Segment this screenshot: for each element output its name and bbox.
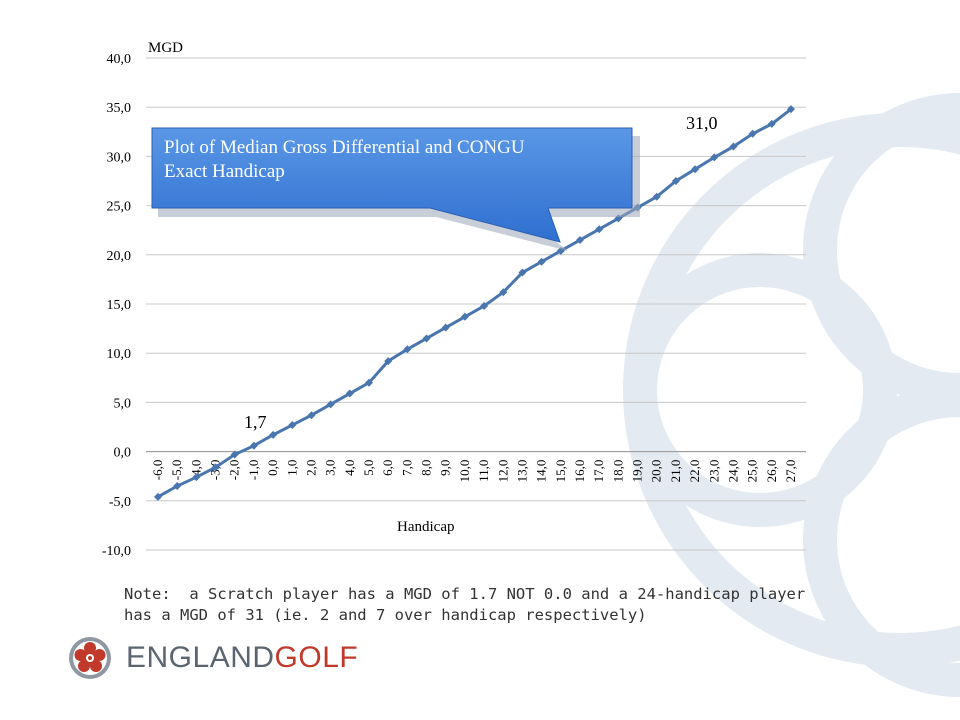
- x-tick-label: 12,0: [495, 460, 510, 483]
- data-point: [499, 288, 508, 297]
- x-tick-label: -2,0: [227, 460, 242, 481]
- data-point: [576, 236, 584, 245]
- x-tick-label: 4,0: [342, 460, 357, 476]
- y-tick-label: 15,0: [107, 298, 132, 313]
- data-point: [269, 430, 278, 439]
- y-tick-label: 0,0: [114, 446, 132, 461]
- data-points: [154, 105, 795, 501]
- x-tick-label: 26,0: [764, 460, 779, 483]
- x-tick-label: 8,0: [419, 460, 434, 476]
- data-point: [518, 268, 527, 277]
- x-tick-label: 9,0: [438, 460, 453, 476]
- y-tick-label: 25,0: [107, 200, 132, 215]
- data-point: [767, 119, 776, 128]
- x-tick-label: 6,0: [380, 460, 395, 476]
- annotation-label: 1,7: [244, 412, 267, 432]
- brand-part-2: GOLF: [274, 641, 359, 674]
- x-tick-label: 10,0: [457, 460, 472, 483]
- data-point: [691, 165, 700, 174]
- y-axis-ticks: -10,0 -5,0 0,0 5,0 10,0 15,0 20,0 25,0 30,0 35,0 4…: [102, 52, 131, 559]
- x-tick-label: 2,0: [303, 460, 318, 476]
- y-tick-label: 10,0: [107, 347, 132, 362]
- x-tick-label: 0,0: [265, 460, 280, 476]
- x-tick-label: 7,0: [399, 460, 414, 476]
- y-tick-label: 5,0: [114, 396, 132, 411]
- data-point: [480, 301, 489, 310]
- x-tick-label: 16,0: [572, 460, 587, 483]
- x-tick-label: -5,0: [169, 460, 184, 481]
- brand-wordmark: ENGLANDGOLF: [126, 641, 358, 675]
- data-point: [748, 129, 757, 138]
- data-point: [288, 421, 297, 430]
- x-tick-label: 18,0: [610, 460, 625, 483]
- data-point: [729, 142, 738, 151]
- data-point: [307, 411, 316, 420]
- x-tick-label: 20,0: [649, 460, 664, 483]
- callout-line-1: Plot of Median Gross Differential and CO…: [164, 137, 525, 158]
- data-point: [326, 400, 335, 409]
- data-point: [787, 105, 795, 114]
- x-axis-ticks: -6,0-5,0-4,0-3,0-2,0-1,00,01,02,03,04,05…: [150, 460, 798, 483]
- x-tick-label: 15,0: [553, 460, 568, 483]
- data-point: [345, 389, 354, 398]
- data-point: [595, 225, 604, 234]
- data-point: [422, 334, 431, 343]
- data-point: [537, 257, 546, 266]
- brand-part-1: ENGLAND: [126, 641, 275, 674]
- y-tick-label: 35,0: [107, 101, 132, 116]
- x-tick-label: 21,0: [668, 460, 683, 483]
- x-axis-title: Handicap: [397, 519, 454, 535]
- data-point: [460, 312, 469, 321]
- x-tick-label: 14,0: [534, 460, 549, 483]
- data-point: [441, 323, 450, 332]
- y-tick-label: 20,0: [107, 249, 132, 264]
- brand-logo: ENGLANDGOLF: [68, 634, 358, 682]
- annotation-label: 31,0: [686, 113, 718, 133]
- data-point: [173, 482, 182, 491]
- x-tick-label: 5,0: [361, 460, 376, 476]
- data-point: [249, 441, 258, 450]
- x-tick-label: 19,0: [630, 460, 645, 483]
- x-tick-label: 23,0: [706, 460, 721, 483]
- data-point: [652, 192, 661, 201]
- x-tick-label: 13,0: [514, 460, 529, 483]
- callout-box: [151, 127, 633, 243]
- y-tick-label: 40,0: [107, 52, 132, 67]
- data-point: [710, 153, 719, 162]
- y-tick-label: -10,0: [102, 544, 131, 559]
- x-tick-label: 24,0: [725, 460, 740, 483]
- data-point: [671, 177, 680, 185]
- data-point: [154, 492, 162, 501]
- y-axis-title: MGD: [148, 40, 183, 56]
- x-tick-label: 1,0: [284, 460, 299, 476]
- x-tick-label: 17,0: [591, 460, 606, 483]
- y-tick-label: 30,0: [107, 150, 132, 165]
- callout-text: Plot of Median Gross Differential and CO…: [164, 136, 604, 184]
- x-tick-label: -6,0: [150, 460, 165, 481]
- data-point: [384, 357, 393, 366]
- rose-icon: [69, 637, 111, 679]
- data-point: [230, 450, 239, 459]
- data-point: [211, 463, 220, 472]
- data-point: [192, 473, 201, 482]
- series-line: [157, 107, 792, 499]
- callout-line-2: Exact Handicap: [164, 161, 285, 182]
- x-tick-label: -1,0: [246, 460, 261, 481]
- x-tick-label: 22,0: [687, 460, 702, 483]
- x-tick-label: 3,0: [323, 460, 338, 476]
- x-tick-label: 11,0: [476, 460, 491, 482]
- x-tick-label: 25,0: [745, 460, 760, 483]
- data-point: [403, 345, 412, 354]
- y-tick-label: -5,0: [109, 495, 131, 510]
- data-point: [365, 378, 373, 387]
- footnote: Note: a Scratch player has a MGD of 1.7 …: [124, 585, 806, 624]
- x-tick-label: 27,0: [783, 460, 798, 483]
